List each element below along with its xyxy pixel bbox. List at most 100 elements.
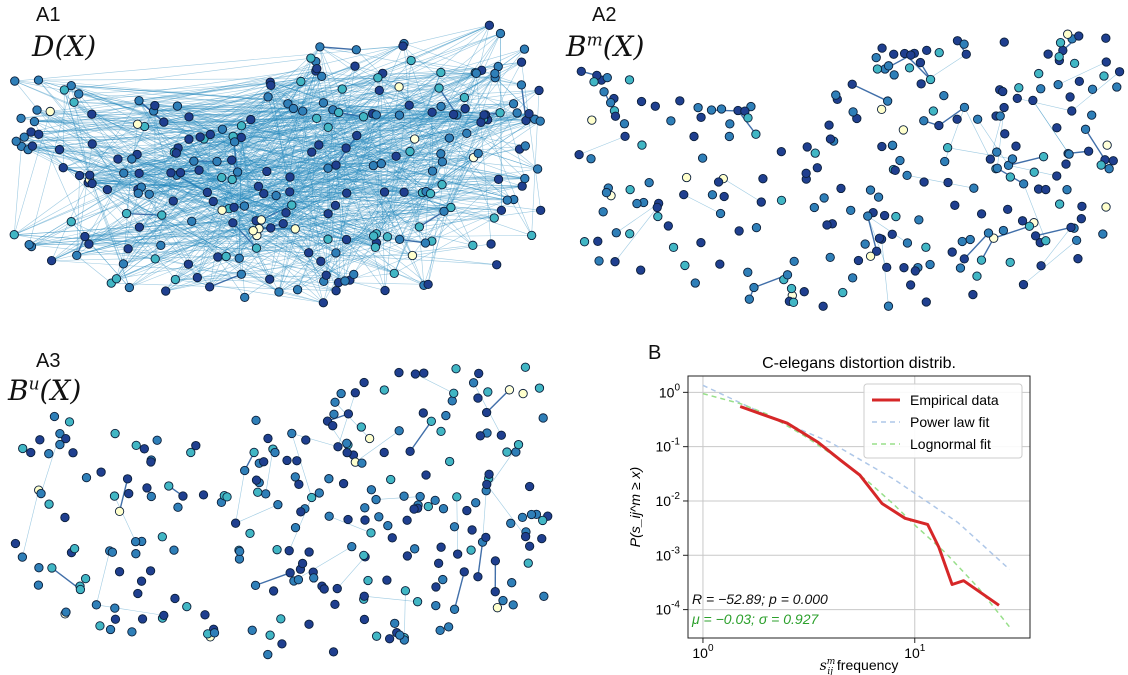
edge: [319, 46, 413, 256]
network-node: [724, 131, 735, 142]
edge: [419, 210, 541, 228]
edge: [21, 85, 271, 147]
network-node: [495, 28, 506, 39]
edge: [175, 114, 458, 280]
edge: [355, 430, 400, 463]
network-node: [1083, 146, 1094, 156]
edge: [117, 158, 525, 179]
network-node: [1054, 52, 1064, 62]
network-node: [504, 385, 515, 395]
edge: [165, 199, 508, 292]
network-node: [1101, 33, 1111, 43]
network-node: [213, 252, 223, 262]
edge: [128, 113, 530, 250]
network-node: [336, 388, 346, 399]
edge: [440, 72, 527, 121]
network-node: [183, 259, 194, 269]
network-node: [189, 156, 199, 166]
network-node: [384, 634, 395, 644]
edge: [36, 109, 354, 275]
network-node: [539, 591, 549, 601]
network-node: [427, 107, 437, 117]
network-node: [436, 101, 446, 112]
network-node: [263, 92, 273, 102]
network-node: [922, 45, 932, 56]
nodes: [574, 29, 1125, 311]
edge: [335, 73, 496, 166]
network-node: [632, 198, 642, 209]
network-node: [350, 388, 360, 398]
edge: [149, 113, 530, 195]
network-graph-a3: [10, 362, 553, 660]
network-node: [448, 109, 459, 120]
edge: [209, 273, 242, 288]
network-node: [681, 172, 692, 183]
edge: [155, 219, 262, 260]
network-node: [905, 280, 916, 290]
network-node: [157, 210, 167, 220]
network-node: [467, 525, 477, 535]
legend-label: Empirical data: [910, 392, 999, 408]
network-node: [610, 257, 620, 267]
network-node: [825, 134, 836, 144]
edge: [232, 108, 466, 180]
edge: [173, 111, 433, 202]
edge: [175, 279, 324, 304]
edge: [346, 157, 474, 240]
edge: [338, 148, 347, 283]
edge: [141, 163, 382, 188]
network-node: [273, 500, 283, 510]
edge: [269, 82, 293, 206]
network-node: [579, 237, 590, 247]
network-node: [473, 572, 483, 582]
network-node: [863, 211, 873, 221]
network-node: [121, 208, 132, 219]
network-node: [624, 75, 635, 85]
edge: [250, 119, 347, 240]
network-node: [426, 416, 436, 426]
edge: [441, 73, 477, 185]
network-node: [1024, 221, 1035, 231]
edge: [177, 105, 254, 231]
edge: [63, 65, 356, 168]
network-node: [304, 619, 314, 629]
network-node: [1065, 92, 1075, 102]
network-node: [1066, 222, 1076, 233]
network-node: [387, 533, 397, 543]
network-node: [96, 467, 106, 477]
edge: [287, 70, 317, 104]
network-node: [518, 388, 528, 399]
edge: [88, 133, 467, 245]
edge: [323, 113, 373, 303]
edge: [149, 122, 482, 195]
edge: [329, 515, 372, 534]
edge: [234, 141, 451, 208]
edge: [241, 110, 303, 138]
edge: [260, 204, 293, 221]
network-node: [824, 120, 834, 130]
network-node: [281, 208, 291, 218]
edge: [335, 151, 411, 291]
network-node: [290, 224, 300, 234]
network-node: [307, 492, 317, 503]
network-node: [250, 580, 261, 591]
network-node: [1101, 202, 1111, 212]
network-node: [81, 472, 92, 483]
network-node: [159, 610, 169, 621]
network-node: [245, 528, 255, 538]
network-node: [49, 411, 60, 422]
edge: [332, 109, 525, 179]
edge: [36, 109, 377, 235]
network-node: [359, 614, 370, 625]
edge: [188, 139, 235, 208]
network-node: [1011, 141, 1021, 151]
network-node: [925, 259, 935, 270]
network-node: [492, 260, 502, 270]
edge: [91, 113, 277, 196]
network-node: [969, 183, 979, 193]
edge: [289, 90, 380, 178]
network-node: [402, 515, 412, 525]
edge: [319, 46, 357, 51]
edge: [270, 85, 347, 149]
edge: [275, 76, 323, 196]
